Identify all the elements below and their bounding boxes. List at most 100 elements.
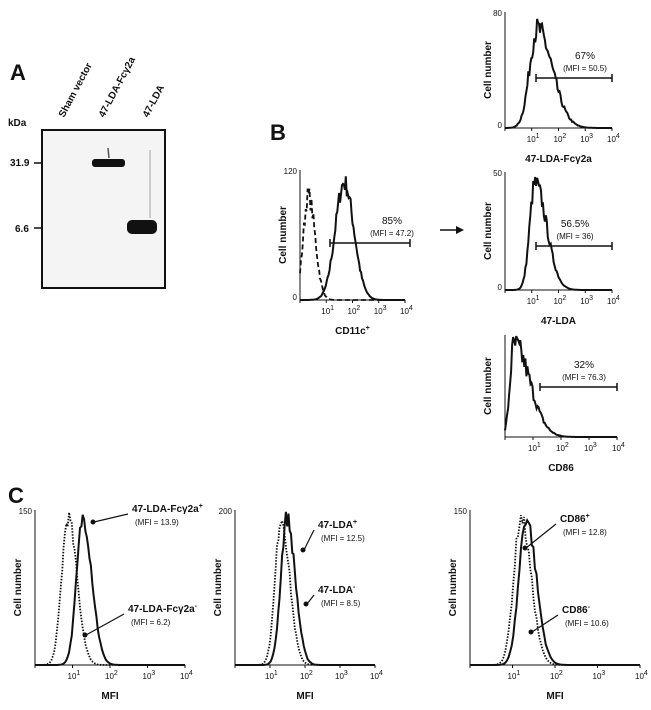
gate-percent: 32% [574, 360, 594, 371]
text-part: 10 [556, 444, 565, 453]
annotation-mfi: (MFI = 13.9) [135, 518, 179, 527]
annotation-mfi: (MFI = 12.5) [321, 534, 365, 543]
text-part: 10 [348, 307, 357, 316]
band [127, 220, 157, 234]
histogram-trace [235, 518, 375, 666]
text-part: CD86 [562, 605, 588, 616]
y-tick-label: 80 [493, 9, 502, 18]
blot [41, 129, 166, 289]
text-part: 10 [335, 672, 344, 681]
histogram-trace [504, 335, 617, 438]
annotation: 47-LDA-Fcγ2a-​ [128, 603, 198, 615]
superscript: 4 [621, 442, 625, 449]
x-tick-label: 104​ [612, 442, 625, 453]
annotation: 47-LDA+​ [318, 519, 357, 531]
text-part: MFI [546, 691, 563, 702]
x-axis-label: MFI [296, 691, 313, 702]
text-part: 10 [580, 297, 589, 306]
text-part: CD11c [335, 326, 366, 337]
x-tick-label: 101​ [527, 133, 540, 144]
histogram-trace [470, 515, 640, 666]
superscript: 4 [379, 670, 383, 677]
pointer-head [303, 601, 309, 607]
x-tick-label: 104​ [370, 670, 383, 681]
y-axis-label: Cell number [483, 357, 494, 415]
superscript: 1 [330, 305, 334, 312]
annotation-mfi: (MFI = 10.6) [565, 619, 609, 628]
x-tick-label: 103​ [593, 670, 606, 681]
panel-label: A [10, 60, 26, 85]
y-axis-label: Cell number [483, 41, 494, 99]
annotation-mfi: (MFI = 8.5) [321, 599, 361, 608]
text-part: 10 [508, 672, 517, 681]
x-tick-label: 102​ [556, 442, 569, 453]
text-part: 10 [612, 444, 621, 453]
text-part: 47-LDA-Fcγ2a [132, 504, 199, 515]
y-tick-label: 200 [219, 507, 233, 516]
superscript: - [588, 604, 591, 611]
pointer [85, 613, 125, 636]
x-tick-label: 101​ [508, 670, 521, 681]
pointer [525, 523, 557, 549]
superscript: 2 [562, 133, 566, 140]
superscript: 4 [616, 133, 620, 140]
text-part: 10 [554, 135, 563, 144]
text-part: 10 [607, 297, 616, 306]
text-part: 10 [607, 135, 616, 144]
superscript: 3 [344, 670, 348, 677]
superscript: + [353, 519, 357, 526]
band-smear [107, 147, 110, 159]
text-part: 10 [180, 672, 189, 681]
superscript: 2 [565, 442, 569, 449]
x-tick-label: 102​ [300, 670, 313, 681]
marker-label: 31.9 [10, 158, 30, 169]
annotation: 47-LDA-​ [318, 584, 356, 596]
text-part: 10 [105, 672, 114, 681]
y-axis-label: Cell number [278, 206, 289, 264]
superscript: 1 [536, 295, 540, 302]
text-part: 47-LDA [318, 585, 353, 596]
y-tick-label: 120 [284, 167, 298, 176]
marker-label: 6.6 [15, 224, 29, 235]
panel-label: B [270, 120, 286, 145]
text-part: 47-LDA [541, 316, 576, 327]
x-tick-label: 102​ [550, 670, 563, 681]
y-axis-label: Cell number [483, 202, 494, 260]
y-axis-label: Cell number [448, 559, 459, 617]
panel-label: C [8, 483, 24, 508]
y-tick-label: 0 [498, 121, 503, 130]
y-tick-label: 0 [498, 283, 503, 292]
superscript: 3 [589, 295, 593, 302]
text-part: 47-LDA-Fcγ2a [128, 604, 195, 615]
pointer-head [90, 519, 96, 525]
x-tick-label: 103​ [580, 295, 593, 306]
superscript: 4 [409, 305, 413, 312]
annotation-mfi: (MFI = 12.8) [563, 528, 607, 537]
gate-percent: 85% [382, 216, 402, 227]
text-part: 47-LDA [318, 520, 353, 531]
text-part: 10 [593, 672, 602, 681]
x-tick-label: 102​ [554, 295, 567, 306]
x-tick-label: 101​ [321, 305, 334, 316]
unit-label: kDa [8, 118, 27, 129]
superscript: 1 [537, 442, 541, 449]
text-part: 10 [635, 672, 644, 681]
y-tick-label: 0 [293, 293, 298, 302]
y-axis-label: Cell number [13, 559, 24, 617]
x-tick-label: 102​ [348, 305, 361, 316]
superscript: 2 [356, 305, 360, 312]
x-tick-label: 101​ [265, 670, 278, 681]
superscript: 4 [189, 670, 193, 677]
x-tick-label: 101​ [528, 442, 541, 453]
y-tick-label: 150 [454, 507, 468, 516]
x-tick-label: 102​ [105, 670, 118, 681]
superscript: 3 [601, 670, 605, 677]
histogram-trace [35, 514, 185, 666]
y-tick-label: 50 [493, 169, 502, 178]
text-part: 10 [265, 672, 274, 681]
superscript: 3 [589, 133, 593, 140]
text-part: MFI [101, 691, 118, 702]
histogram-trace [470, 518, 640, 666]
x-axis-label: 47-LDA [541, 316, 576, 327]
superscript: 3 [151, 670, 155, 677]
